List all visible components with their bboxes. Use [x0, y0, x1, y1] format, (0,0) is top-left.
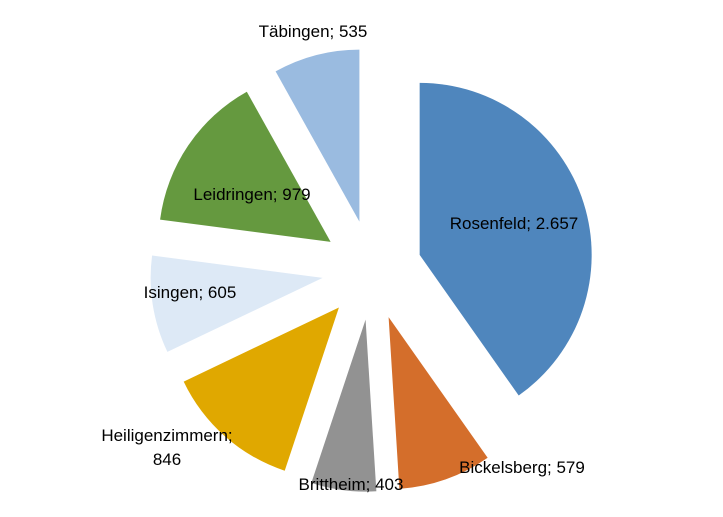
- data-label-bickelsberg: Bickelsberg; 579: [459, 458, 585, 477]
- pie-slice-täbingen: [275, 49, 360, 222]
- pie-slice-brittheim: [311, 319, 377, 492]
- data-label-isingen: Isingen; 605: [144, 283, 237, 302]
- pie-slice-bickelsberg: [388, 317, 488, 489]
- pie-slice-leidringen: [160, 91, 331, 242]
- pie-slice-heiligenzimmern: [183, 307, 339, 471]
- data-label-leidringen: Leidringen; 979: [193, 185, 310, 204]
- pie-slice-rosenfeld: [419, 82, 592, 396]
- data-label-brittheim: Brittheim; 403: [299, 475, 404, 494]
- data-label-rosenfeld: Rosenfeld; 2.657: [450, 214, 579, 233]
- pie-slice-isingen: [150, 255, 323, 352]
- data-label-heiligenzimmern: Heiligenzimmern; 846: [101, 426, 232, 469]
- data-label-täbingen: Täbingen; 535: [259, 22, 368, 41]
